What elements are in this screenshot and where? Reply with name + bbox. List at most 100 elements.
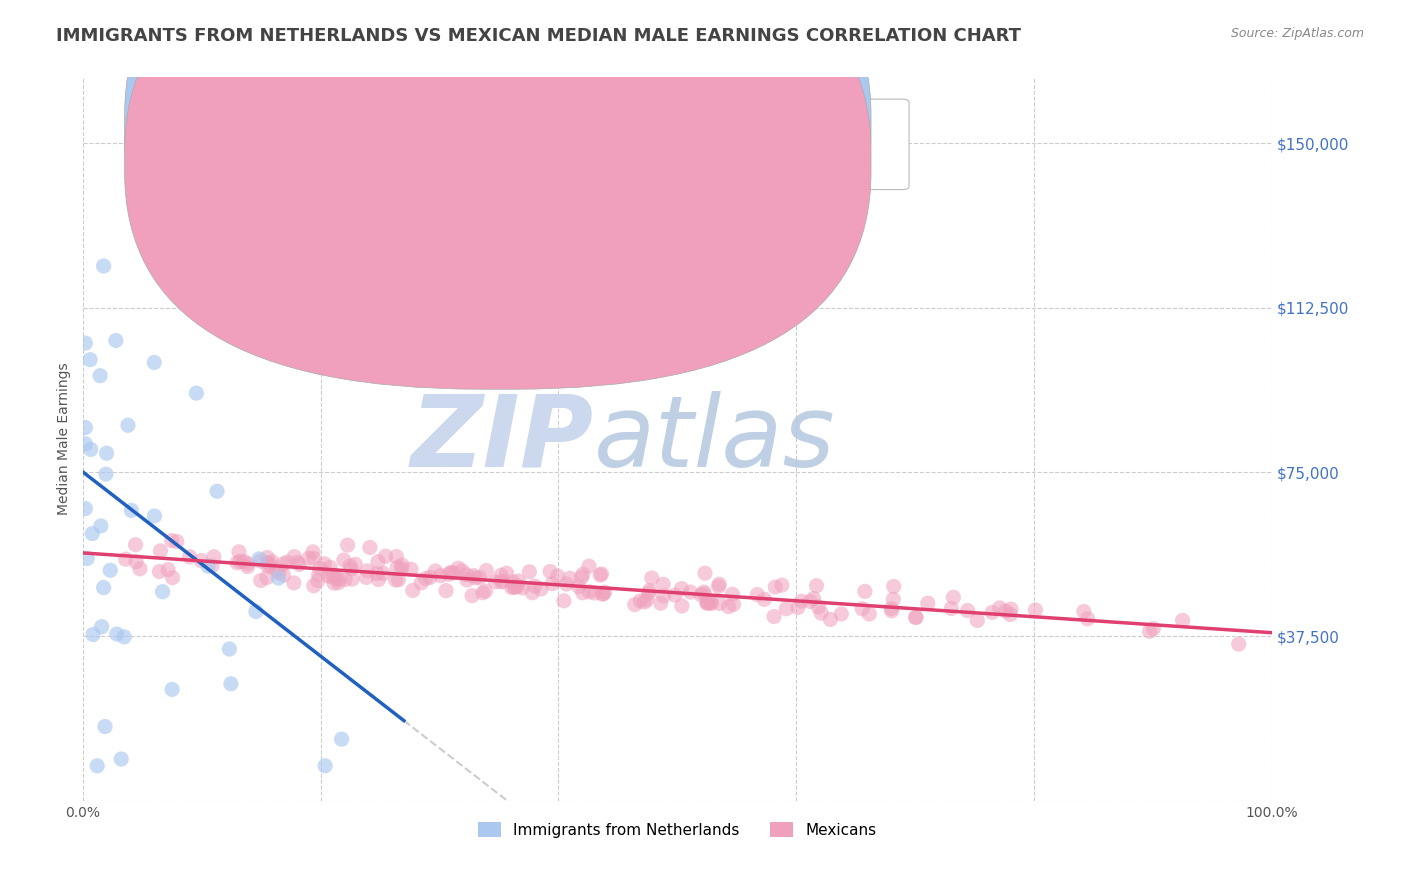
Point bbox=[456, 567, 478, 582]
Point bbox=[307, 574, 329, 588]
Point bbox=[508, 574, 530, 588]
Point bbox=[775, 601, 797, 615]
Point bbox=[302, 545, 325, 559]
Point bbox=[1000, 607, 1022, 622]
Point bbox=[941, 601, 963, 615]
Point bbox=[592, 586, 614, 600]
Point bbox=[385, 549, 408, 564]
Point bbox=[568, 580, 591, 594]
Point bbox=[266, 564, 288, 578]
Point bbox=[387, 573, 409, 587]
Point bbox=[257, 559, 280, 574]
Point bbox=[628, 594, 651, 608]
Point bbox=[451, 564, 474, 578]
Point bbox=[471, 586, 494, 600]
Point bbox=[93, 581, 115, 595]
Point bbox=[339, 558, 361, 573]
Point bbox=[1024, 603, 1046, 617]
Point bbox=[633, 595, 655, 609]
Point bbox=[124, 538, 146, 552]
Point bbox=[696, 595, 718, 609]
Point bbox=[491, 574, 513, 589]
Point bbox=[322, 568, 344, 582]
Point bbox=[218, 642, 240, 657]
Point bbox=[434, 583, 457, 598]
Point bbox=[830, 607, 852, 621]
Point bbox=[664, 588, 686, 602]
Point bbox=[790, 594, 813, 608]
Point bbox=[336, 538, 359, 552]
Point bbox=[143, 509, 166, 524]
Point bbox=[112, 630, 135, 644]
Point bbox=[523, 579, 546, 593]
Point bbox=[86, 759, 108, 773]
Point bbox=[148, 565, 170, 579]
Point bbox=[690, 588, 713, 602]
Point bbox=[340, 572, 363, 586]
Point bbox=[367, 555, 389, 569]
Point bbox=[429, 568, 451, 582]
Point bbox=[374, 549, 396, 564]
Point bbox=[693, 587, 716, 601]
Point bbox=[276, 555, 298, 569]
Point bbox=[249, 574, 271, 588]
Point bbox=[75, 420, 97, 434]
Point bbox=[853, 584, 876, 599]
Text: R = -0.944   N = 200: R = -0.944 N = 200 bbox=[526, 150, 700, 169]
Point bbox=[356, 570, 378, 584]
Point bbox=[330, 732, 353, 747]
Y-axis label: Median Male Earnings: Median Male Earnings bbox=[58, 363, 72, 516]
Point bbox=[260, 555, 283, 569]
Point bbox=[904, 610, 927, 624]
Point bbox=[693, 566, 716, 581]
Point bbox=[820, 612, 842, 626]
Point bbox=[120, 503, 142, 517]
Point bbox=[93, 259, 115, 273]
Point bbox=[387, 560, 409, 574]
Point bbox=[547, 569, 569, 583]
Point bbox=[501, 581, 523, 595]
Point bbox=[157, 563, 180, 577]
Point bbox=[747, 588, 769, 602]
Point bbox=[287, 555, 309, 569]
Point bbox=[344, 558, 367, 572]
Point bbox=[318, 569, 340, 583]
Point bbox=[1171, 614, 1194, 628]
Point bbox=[994, 604, 1017, 618]
Point bbox=[152, 584, 174, 599]
Point bbox=[328, 572, 350, 586]
Point bbox=[288, 558, 311, 572]
Point bbox=[803, 591, 825, 606]
Point bbox=[437, 567, 460, 582]
Point bbox=[309, 561, 332, 575]
Point bbox=[592, 587, 614, 601]
Point bbox=[402, 583, 425, 598]
Point bbox=[314, 759, 336, 773]
Point bbox=[328, 575, 350, 590]
Point bbox=[799, 594, 821, 608]
Point bbox=[721, 587, 744, 601]
Point bbox=[245, 605, 267, 619]
Point bbox=[572, 567, 595, 582]
Point bbox=[228, 545, 250, 559]
Point bbox=[553, 594, 575, 608]
Point bbox=[942, 591, 965, 605]
Point bbox=[166, 534, 188, 549]
Point bbox=[810, 606, 832, 620]
Point bbox=[506, 579, 529, 593]
Point bbox=[149, 544, 172, 558]
Point bbox=[696, 596, 718, 610]
Point bbox=[770, 578, 793, 592]
Point bbox=[538, 565, 561, 579]
Point bbox=[880, 601, 903, 615]
Point bbox=[440, 565, 463, 579]
Point bbox=[578, 584, 600, 599]
Point bbox=[98, 563, 121, 577]
Point bbox=[117, 418, 139, 433]
Point bbox=[205, 484, 228, 499]
Point bbox=[90, 620, 112, 634]
Point bbox=[650, 596, 672, 610]
Point bbox=[411, 576, 433, 591]
Text: atlas: atlas bbox=[595, 391, 835, 488]
Point bbox=[707, 579, 730, 593]
